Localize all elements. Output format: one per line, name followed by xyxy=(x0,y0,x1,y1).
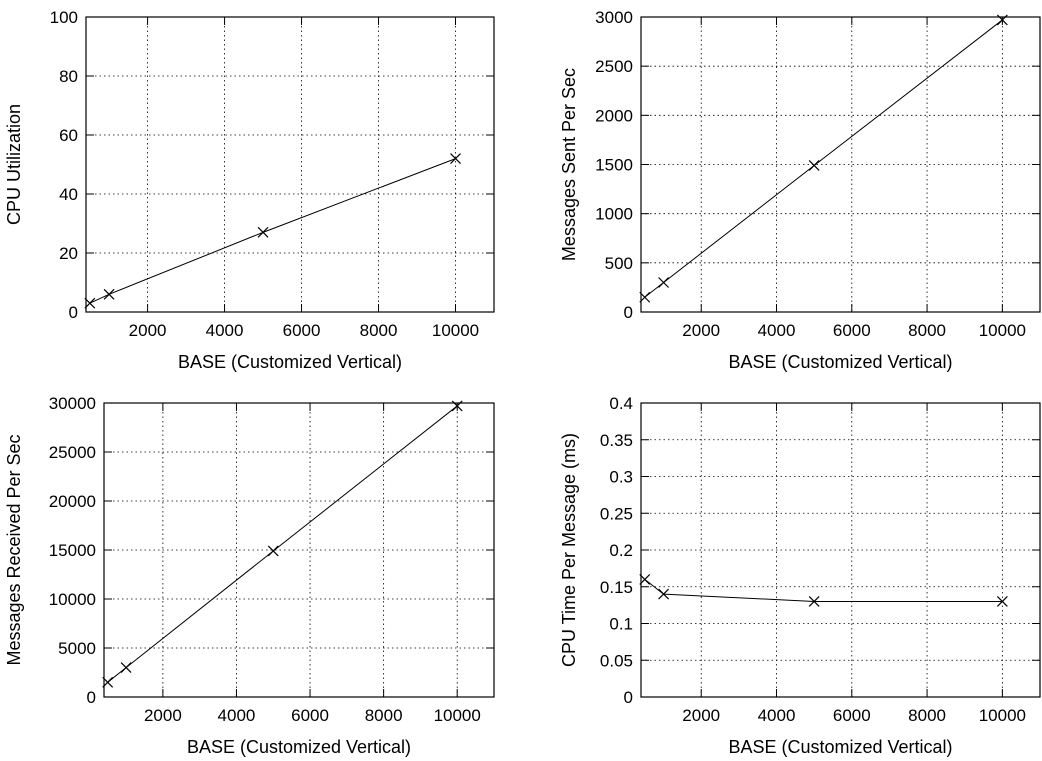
marker-stroke xyxy=(257,226,269,238)
marker-stroke xyxy=(658,588,670,600)
y-tick-label: 20000 xyxy=(49,492,96,511)
y-tick-label: 20 xyxy=(59,244,78,263)
y-tick-label: 0.1 xyxy=(609,615,633,634)
x-tick-label: 10000 xyxy=(434,706,481,725)
data-point xyxy=(658,588,670,600)
data-point xyxy=(996,14,1008,26)
y-tick-label: 1500 xyxy=(595,156,633,175)
series-line xyxy=(644,579,1003,602)
series-line xyxy=(89,158,456,304)
x-tick-label: 4000 xyxy=(758,321,796,340)
y-tick-label: 60 xyxy=(59,126,78,145)
y-tick-label: 0.2 xyxy=(609,541,633,560)
x-tick-label: 10000 xyxy=(432,321,479,340)
chart-panel-2: 2000 4000 6000 8000 10000 0 500 1000 1500 2000 250… xyxy=(559,8,1041,372)
x-tick-label: 4000 xyxy=(206,321,244,340)
x-axis-label: BASE (Customized Vertical) xyxy=(728,352,952,372)
data-point xyxy=(257,226,269,238)
y-tick-label: 2000 xyxy=(595,106,633,125)
data-point xyxy=(996,596,1008,607)
marker-stroke xyxy=(450,153,461,165)
y-tick-label: 2500 xyxy=(595,57,633,76)
y-tick-label: 15000 xyxy=(49,541,96,560)
marker-stroke xyxy=(451,400,463,412)
marker-stroke xyxy=(267,545,279,557)
y-axis-label: Messages Received Per Sec xyxy=(4,434,24,665)
y-tick-label: 0 xyxy=(624,688,633,707)
x-tick-label: 4000 xyxy=(218,706,256,725)
marker-stroke xyxy=(102,676,114,688)
x-tick-label: 6000 xyxy=(833,321,871,340)
x-tick-label: 6000 xyxy=(833,706,871,725)
data-point xyxy=(639,573,651,585)
x-tick-label: 2000 xyxy=(682,321,720,340)
data-point xyxy=(103,288,115,300)
y-tick-label: 100 xyxy=(50,8,78,27)
data-point xyxy=(267,545,279,557)
marker-stroke xyxy=(808,596,820,607)
marker-stroke xyxy=(639,291,651,303)
y-tick-label: 0.3 xyxy=(609,468,633,487)
y-tick-label: 40 xyxy=(59,185,78,204)
x-tick-label: 2000 xyxy=(682,706,720,725)
chart-panel-1: 2000 4000 6000 8000 10000 0 20 40 60 80 100 BASE (C… xyxy=(4,8,495,372)
y-tick-label: 0 xyxy=(624,303,633,322)
x-tick-label: 6000 xyxy=(283,321,321,340)
y-tick-label: 500 xyxy=(605,254,633,273)
series-line xyxy=(107,405,458,683)
marker-stroke xyxy=(639,573,651,585)
data-point xyxy=(808,160,820,171)
data-point xyxy=(658,277,670,288)
x-tick-label: 8000 xyxy=(908,706,946,725)
marker-stroke xyxy=(996,14,1008,26)
x-tick-label: 2000 xyxy=(144,706,182,725)
x-tick-label: 4000 xyxy=(758,706,796,725)
x-tick-label: 8000 xyxy=(908,321,946,340)
y-tick-label: 0 xyxy=(69,303,78,322)
y-tick-label: 3000 xyxy=(595,8,633,27)
x-axis-label: BASE (Customized Vertical) xyxy=(187,737,411,757)
y-axis-label: CPU Utilization xyxy=(4,104,24,225)
x-axis-label: BASE (Customized Vertical) xyxy=(728,737,952,757)
x-tick-label: 10000 xyxy=(979,706,1026,725)
y-tick-label: 1000 xyxy=(595,205,633,224)
y-tick-label: 0.15 xyxy=(600,578,633,597)
y-tick-label: 0 xyxy=(87,688,96,707)
chart-panel-4: 2000 4000 6000 8000 10000 0 0.05 0.1 0.15 0.2 0.25… xyxy=(559,394,1041,757)
chart-panel-3: 2000 4000 6000 8000 10000 0 5000 10000 15000 2000… xyxy=(4,394,495,757)
y-tick-label: 0.4 xyxy=(609,394,633,413)
marker-stroke xyxy=(103,288,115,300)
marker-stroke xyxy=(996,596,1008,607)
data-point xyxy=(120,662,132,674)
x-tick-label: 2000 xyxy=(129,321,167,340)
y-tick-label: 30000 xyxy=(49,394,96,413)
marker-stroke xyxy=(120,662,132,674)
data-point xyxy=(451,400,463,412)
data-point xyxy=(450,153,461,165)
data-point xyxy=(84,297,96,309)
x-tick-label: 10000 xyxy=(979,321,1026,340)
marker-stroke xyxy=(84,297,96,309)
y-axis-label: CPU Time Per Message (ms) xyxy=(559,433,579,667)
plot-frame xyxy=(85,16,495,313)
y-axis-label: Messages Sent Per Sec xyxy=(559,68,579,261)
y-tick-label: 10000 xyxy=(49,590,96,609)
series-line xyxy=(644,19,1003,298)
x-tick-label: 8000 xyxy=(365,706,403,725)
y-tick-label: 25000 xyxy=(49,443,96,462)
marker-stroke xyxy=(808,160,820,171)
y-tick-label: 0.35 xyxy=(600,431,633,450)
x-tick-label: 8000 xyxy=(360,321,398,340)
x-axis-label: BASE (Customized Vertical) xyxy=(178,352,402,372)
y-tick-label: 5000 xyxy=(58,639,96,658)
data-point xyxy=(639,291,651,303)
y-tick-label: 0.05 xyxy=(600,651,633,670)
marker-stroke xyxy=(658,277,670,288)
data-point xyxy=(102,676,114,688)
y-tick-label: 0.25 xyxy=(600,504,633,523)
y-tick-label: 80 xyxy=(59,67,78,86)
data-point xyxy=(808,596,820,607)
x-tick-label: 6000 xyxy=(291,706,329,725)
